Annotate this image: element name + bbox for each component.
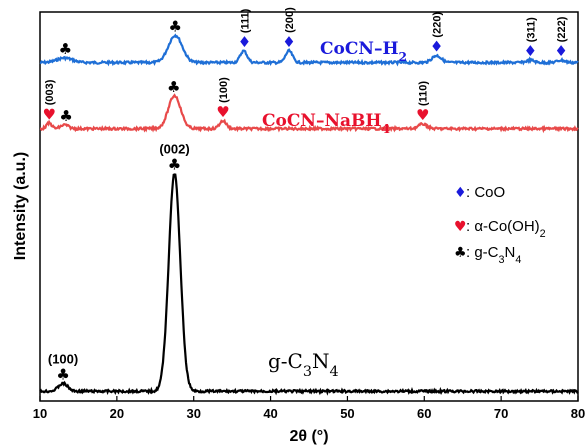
peak-marker: ♣ [169, 17, 182, 35]
peak-marker: ♦ [524, 42, 537, 60]
miller-index-label: (003) [44, 79, 56, 105]
peak-marker: ♥ [42, 105, 55, 123]
miller-index-label: (111) [239, 8, 251, 33]
legend-symbol: ♦ [454, 185, 467, 201]
peak-marker: ♣ [59, 40, 72, 58]
peak-marker: ♦ [238, 33, 251, 51]
peak-marker: ♦ [430, 38, 443, 56]
series-name-cocn-h2: CoCN–H2 [320, 39, 407, 64]
series-line-0 [39, 33, 579, 67]
legend-symbol: ♣ [454, 245, 467, 261]
y-axis-label: Intensity (a.u.) [12, 152, 29, 260]
peak-annotations: ♣♣♦(111)♦(200)♦(220)♦(311)♦(222)♥(003)♣♣… [42, 7, 568, 384]
peak-marker: ♥ [216, 103, 229, 121]
series-line-1 [39, 93, 579, 134]
x-tick-label: 30 [186, 406, 200, 421]
miller-index-label: (311) [525, 17, 537, 42]
x-tick-label: 60 [417, 406, 431, 421]
peak-marker: ♣ [56, 365, 69, 383]
peak-marker: ♥ [416, 106, 429, 124]
series-name-gc3n4: g-C3N4 [268, 349, 339, 380]
legend: ♦: CoO ♥: α-Co(OH)2 ♣: g-C3N4 [454, 184, 546, 266]
miller-index-label: (222) [556, 16, 568, 42]
x-tick-label: 80 [571, 406, 585, 421]
x-tick-label: 10 [33, 406, 47, 421]
peak-marker: ♣ [59, 107, 72, 125]
legend-symbol: ♥ [454, 219, 467, 235]
x-tick-label: 50 [340, 406, 354, 421]
series-line-2 [39, 173, 579, 396]
peak-marker: ♣ [167, 78, 180, 96]
legend-entry-label: : CoO [466, 184, 505, 201]
series-name-cocn-nabh4: CoCN–NaBH4 [262, 111, 390, 136]
miller-index-label: (100) [48, 351, 78, 366]
peak-marker: ♦ [282, 33, 295, 51]
plot-frame [39, 11, 579, 402]
legend-entry-label: : α-Co(OH)2 [466, 218, 546, 240]
miller-index-label: (200) [284, 7, 296, 33]
miller-index-label: (220) [432, 12, 444, 38]
miller-index-label: (110) [418, 81, 430, 106]
series-labels: CoCN–H2 CoCN–NaBH4 g-C3N4 [262, 39, 407, 380]
peak-marker: ♣ [168, 155, 181, 173]
x-axis-ticks: 10 20 30 40 50 60 70 80 [33, 396, 585, 421]
x-axis-label: 2θ (°) [289, 428, 328, 445]
miller-index-label: (002) [159, 141, 189, 156]
legend-entry-label: : g-C3N4 [466, 244, 521, 266]
x-tick-label: 20 [110, 406, 124, 421]
peak-marker: ♦ [554, 42, 567, 60]
x-tick-label: 70 [494, 406, 508, 421]
x-tick-label: 40 [263, 406, 277, 421]
series-layer [39, 33, 579, 396]
miller-index-label: (100) [218, 77, 230, 103]
